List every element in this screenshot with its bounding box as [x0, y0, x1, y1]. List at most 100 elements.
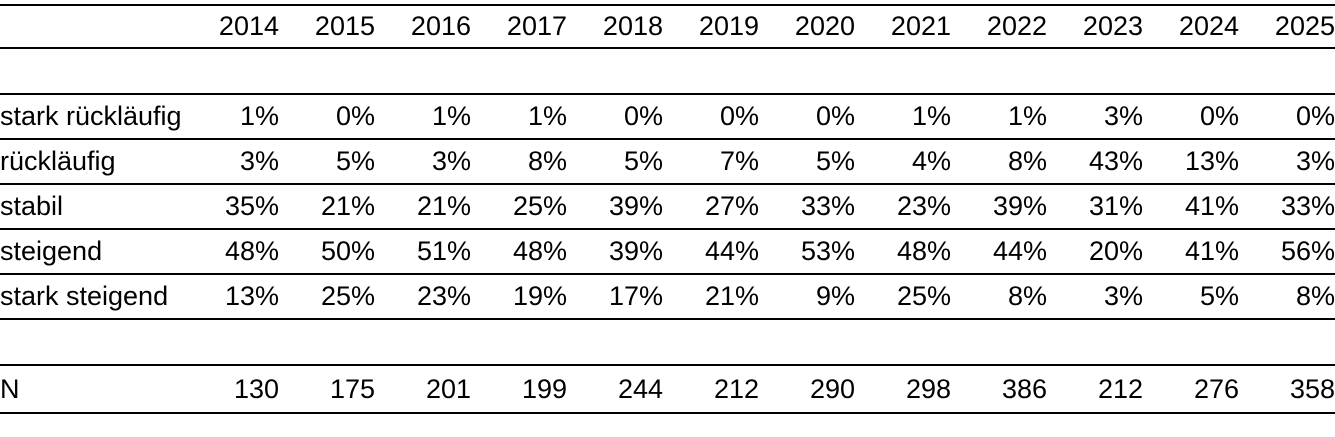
- cell: 5%: [1199, 281, 1239, 311]
- row-label: stark steigend: [0, 281, 169, 311]
- cell: 44%: [992, 236, 1047, 266]
- cell: 51%: [416, 236, 471, 266]
- year-header: 2018: [602, 11, 663, 41]
- cell: 199: [521, 373, 567, 404]
- cell: 0%: [1295, 101, 1335, 131]
- cell: 43%: [1088, 146, 1143, 176]
- year-header: 2024: [1178, 11, 1239, 41]
- spacer-row: [0, 48, 1335, 94]
- cell: 0%: [623, 101, 663, 131]
- cell: 39%: [992, 191, 1047, 221]
- row-label: stark rückläufig: [0, 101, 182, 131]
- cell: 5%: [815, 146, 855, 176]
- cell: 48%: [224, 236, 279, 266]
- cell: 8%: [1295, 281, 1335, 311]
- year-header: 2016: [410, 11, 471, 41]
- year-header: 2015: [314, 11, 375, 41]
- cell: 298: [905, 373, 951, 404]
- cell: 1%: [1007, 101, 1047, 131]
- row-label: stabil: [0, 191, 64, 221]
- cell: 27%: [704, 191, 759, 221]
- cell: 1%: [527, 101, 567, 131]
- cell: 23%: [896, 191, 951, 221]
- cell: 0%: [815, 101, 855, 131]
- year-header: 2022: [986, 11, 1047, 41]
- cell: 39%: [608, 236, 663, 266]
- cell: 21%: [704, 281, 759, 311]
- cell: 201: [425, 373, 471, 404]
- cell: 3%: [431, 146, 471, 176]
- cell: 44%: [704, 236, 759, 266]
- cell: 13%: [224, 281, 279, 311]
- cell: 20%: [1088, 236, 1143, 266]
- row-label: steigend: [0, 236, 103, 266]
- cell: 5%: [335, 146, 375, 176]
- cell: 130: [233, 373, 279, 404]
- cell: 31%: [1088, 191, 1143, 221]
- row-label: rückläufig: [0, 146, 116, 176]
- cell: 21%: [320, 191, 375, 221]
- cell: 0%: [335, 101, 375, 131]
- table-row-stark-ruecklaeufig: stark rückläufig 1% 0% 1% 1% 0% 0% 0% 1%…: [0, 94, 1335, 139]
- trend-frequency-table: 2014 2015 2016 2017 2018 2019 2020 2021 …: [0, 4, 1335, 414]
- year-header: 2019: [698, 11, 759, 41]
- cell: 1%: [911, 101, 951, 131]
- table-row-stabil: stabil 35% 21% 21% 25% 39% 27% 33% 23% 3…: [0, 184, 1335, 229]
- cell: 17%: [608, 281, 663, 311]
- cell: 48%: [896, 236, 951, 266]
- spacer-cell: [0, 319, 1335, 365]
- cell: 276: [1193, 373, 1239, 404]
- cell: 244: [617, 373, 663, 404]
- cell: 4%: [911, 146, 951, 176]
- year-header-row: 2014 2015 2016 2017 2018 2019 2020 2021 …: [0, 5, 1335, 48]
- cell: 386: [1001, 373, 1047, 404]
- row-label: N: [0, 373, 20, 404]
- cell: 5%: [623, 146, 663, 176]
- corner-cell: [0, 5, 183, 48]
- cell: 50%: [320, 236, 375, 266]
- cell: 1%: [239, 101, 279, 131]
- table-row-n: N 130 175 201 199 244 212 290 298 386 21…: [0, 365, 1335, 413]
- cell: 33%: [800, 191, 855, 221]
- cell: 39%: [608, 191, 663, 221]
- table-row-stark-steigend: stark steigend 13% 25% 23% 19% 17% 21% 9…: [0, 274, 1335, 319]
- cell: 0%: [719, 101, 759, 131]
- cell: 33%: [1280, 191, 1335, 221]
- cell: 25%: [512, 191, 567, 221]
- cell: 175: [329, 373, 375, 404]
- cell: 9%: [815, 281, 855, 311]
- cell: 212: [1097, 373, 1143, 404]
- year-header: 2023: [1082, 11, 1143, 41]
- cell: 0%: [1199, 101, 1239, 131]
- cell: 3%: [1103, 101, 1143, 131]
- cell: 3%: [1295, 146, 1335, 176]
- cell: 13%: [1184, 146, 1239, 176]
- cell: 8%: [527, 146, 567, 176]
- cell: 41%: [1184, 191, 1239, 221]
- year-header: 2014: [218, 11, 279, 41]
- cell: 8%: [1007, 281, 1047, 311]
- year-header: 2017: [506, 11, 567, 41]
- cell: 21%: [416, 191, 471, 221]
- cell: 212: [713, 373, 759, 404]
- cell: 8%: [1007, 146, 1047, 176]
- cell: 35%: [224, 191, 279, 221]
- cell: 358: [1289, 373, 1335, 404]
- cell: 25%: [320, 281, 375, 311]
- cell: 3%: [239, 146, 279, 176]
- year-header: 2020: [794, 11, 855, 41]
- table-row-steigend: steigend 48% 50% 51% 48% 39% 44% 53% 48%…: [0, 229, 1335, 274]
- cell: 7%: [719, 146, 759, 176]
- cell: 53%: [800, 236, 855, 266]
- cell: 290: [809, 373, 855, 404]
- cell: 23%: [416, 281, 471, 311]
- cell: 41%: [1184, 236, 1239, 266]
- spacer-cell: [0, 48, 1335, 94]
- cell: 48%: [512, 236, 567, 266]
- year-header: 2025: [1274, 11, 1335, 41]
- cell: 1%: [431, 101, 471, 131]
- cell: 19%: [512, 281, 567, 311]
- cell: 56%: [1280, 236, 1335, 266]
- spacer-row: [0, 319, 1335, 365]
